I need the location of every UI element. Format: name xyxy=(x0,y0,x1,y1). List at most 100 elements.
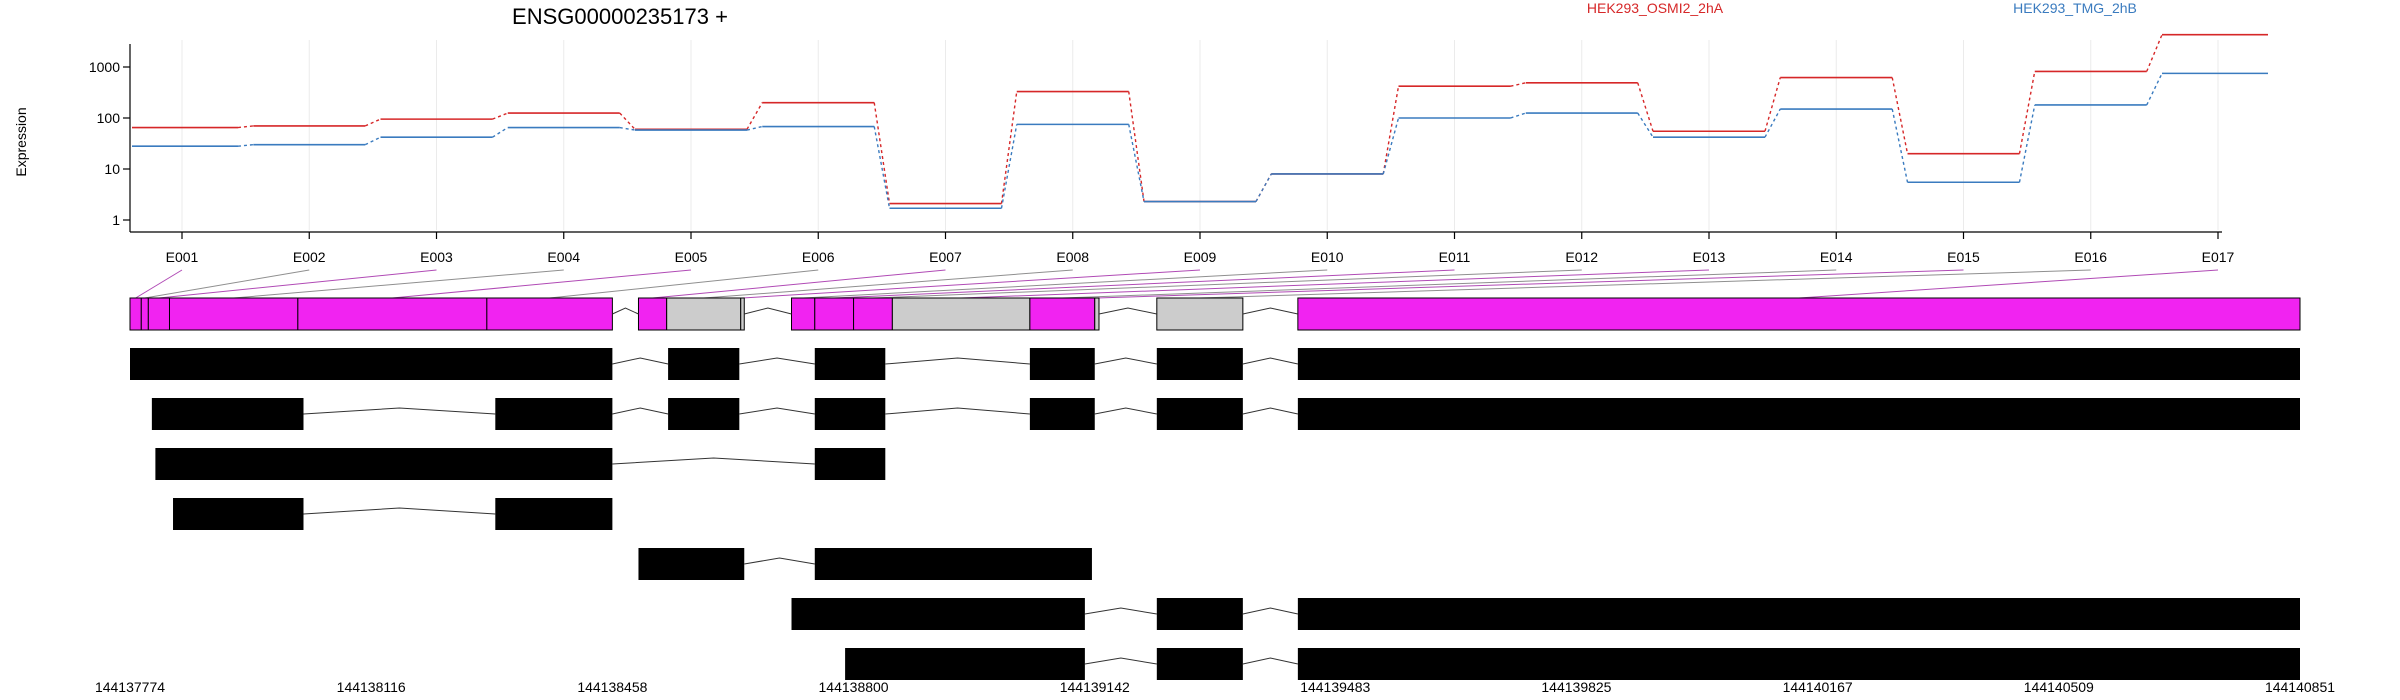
transcript-0-exon-2 xyxy=(814,348,886,380)
exon-connector-E005 xyxy=(392,269,692,299)
y-tick-label-1: 1 xyxy=(112,212,120,228)
series-0-connector-E004 xyxy=(619,112,636,130)
series-0-connector-E012 xyxy=(1637,82,1654,132)
series-1-connector-E002 xyxy=(364,136,381,146)
transcript-1-exon-6 xyxy=(1297,398,2300,430)
transcript-1-intron-5 xyxy=(1242,407,1298,415)
exon-bin-E014 xyxy=(1029,297,1096,331)
transcript-5-intron-1 xyxy=(1242,607,1298,615)
x-tick-label-E009: E009 xyxy=(1184,249,1217,265)
series-0-connector-E015 xyxy=(2018,71,2036,154)
transcript-0-intron-3 xyxy=(1094,357,1157,365)
x-tick-label-E006: E006 xyxy=(802,249,835,265)
series-0-connector-E005 xyxy=(746,102,763,130)
exon-bin-E010 xyxy=(791,297,816,331)
y-axis-label: Expression xyxy=(13,107,29,176)
genomic-tick-label-9: 144140851 xyxy=(2265,679,2335,695)
exon-connector-E007 xyxy=(652,269,946,299)
y-tick-label-1000: 1000 xyxy=(89,59,120,75)
exon-bin-E011 xyxy=(814,297,855,331)
series-1-connector-E011 xyxy=(1510,112,1526,119)
series-0-connector-E008 xyxy=(1128,91,1145,202)
transcript-0-exon-1 xyxy=(668,348,740,380)
exon-bin-E015 xyxy=(1094,297,1100,331)
exon-bin-E003 xyxy=(147,297,170,331)
exon-bin-E008 xyxy=(666,297,742,331)
transcript-0-exon-3 xyxy=(1029,348,1095,380)
series-1-connector-E014 xyxy=(1891,108,1909,183)
series-0-connector-E006 xyxy=(873,102,891,204)
series-1-connector-E006 xyxy=(873,126,891,209)
exon-connector-E006 xyxy=(549,269,819,299)
genomic-tick-label-3: 144138800 xyxy=(819,679,889,695)
transcript-2-intron-0 xyxy=(612,457,815,465)
exon-bin-E007 xyxy=(637,297,668,331)
transcript-5-intron-0 xyxy=(1084,607,1157,615)
exon-connector-E002 xyxy=(144,269,310,299)
series-0-connector-E013 xyxy=(1764,77,1781,132)
exon-bin-E016 xyxy=(1156,297,1244,331)
exon-connector-E015 xyxy=(1096,269,1964,299)
genomic-tick-label-0: 144137774 xyxy=(95,679,165,695)
exon-bin-E005 xyxy=(297,297,488,331)
x-tick-label-E014: E014 xyxy=(1820,249,1853,265)
transcript-5-exon-2 xyxy=(1297,598,2300,630)
genomic-tick-label-6: 144139825 xyxy=(1541,679,1611,695)
transcript-2-exon-1 xyxy=(814,448,886,480)
y-tick-label-100: 100 xyxy=(97,110,121,126)
transcript-1-exon-1 xyxy=(495,398,613,430)
x-tick-label-E015: E015 xyxy=(1947,249,1980,265)
exon-model-track xyxy=(129,297,2301,331)
x-tick-label-E004: E004 xyxy=(547,249,580,265)
exon-connector-E011 xyxy=(834,269,1455,299)
series-1-connector-E009 xyxy=(1255,173,1272,202)
transcript-tracks xyxy=(130,348,2300,680)
transcript-0-intron-0 xyxy=(612,357,669,365)
grid-lines xyxy=(181,40,2219,230)
genomic-tick-label-1: 144138116 xyxy=(337,679,406,695)
model-intron-5 xyxy=(612,307,639,315)
x-tick-label-E011: E011 xyxy=(1439,249,1471,265)
transcript-1-exon-4 xyxy=(1029,398,1095,430)
series-0-connector-E014 xyxy=(1891,77,1909,154)
series-1-connector-E003 xyxy=(492,126,509,138)
series-1-connector-E015 xyxy=(2018,104,2036,183)
exon-bin-E013 xyxy=(891,297,1031,331)
chart-title: ENSG00000235173 + xyxy=(512,4,728,29)
y-axis: 1 10 100 1000 xyxy=(89,44,131,232)
transcript-1-intron-0 xyxy=(303,407,496,415)
genomic-tick-label-7: 144140167 xyxy=(1783,679,1853,695)
transcript-0-exon-4 xyxy=(1156,348,1243,380)
x-tick-label-E013: E013 xyxy=(1693,249,1726,265)
exon-connector-E008 xyxy=(703,269,1073,299)
series-1-connector-E007 xyxy=(1000,124,1018,209)
x-tick-label-E010: E010 xyxy=(1311,249,1344,265)
legend-label-series-0: HEK293_OSMI2_2hA xyxy=(1587,0,1724,16)
genomic-tick-label-2: 144138458 xyxy=(577,679,647,695)
genomic-tick-label-5: 144139483 xyxy=(1300,679,1370,695)
series-lines xyxy=(132,33,2268,210)
model-intron-15 xyxy=(1242,307,1298,315)
transcript-6-exon-0 xyxy=(845,648,1085,680)
series-0-connector-E010 xyxy=(1382,86,1400,175)
exon-connector-E009 xyxy=(742,269,1201,299)
transcript-3-intron-0 xyxy=(303,507,496,515)
exon-connector-E013 xyxy=(961,269,1710,299)
exon-bin-E009 xyxy=(740,297,745,331)
transcript-6-intron-1 xyxy=(1242,657,1298,665)
transcript-0-exon-0 xyxy=(130,348,613,380)
genomic-tick-label-8: 144140509 xyxy=(2024,679,2094,695)
series-1-connector-E016 xyxy=(2146,73,2163,106)
series-0-connector-E002 xyxy=(364,118,381,127)
x-tick-label-E012: E012 xyxy=(1565,249,1598,265)
x-tick-label-E016: E016 xyxy=(2074,249,2107,265)
transcript-1-intron-2 xyxy=(739,407,815,415)
exon-bin-E001 xyxy=(129,297,142,331)
transcript-2-exon-0 xyxy=(155,448,613,480)
exon-connector-E016 xyxy=(1199,269,2091,299)
transcript-0-intron-4 xyxy=(1242,357,1298,365)
transcript-4-exon-0 xyxy=(638,548,745,580)
genomic-axis: 144137774 144138116 144138458 144138800 1441… xyxy=(95,679,2335,695)
transcript-3-exon-0 xyxy=(173,498,304,530)
